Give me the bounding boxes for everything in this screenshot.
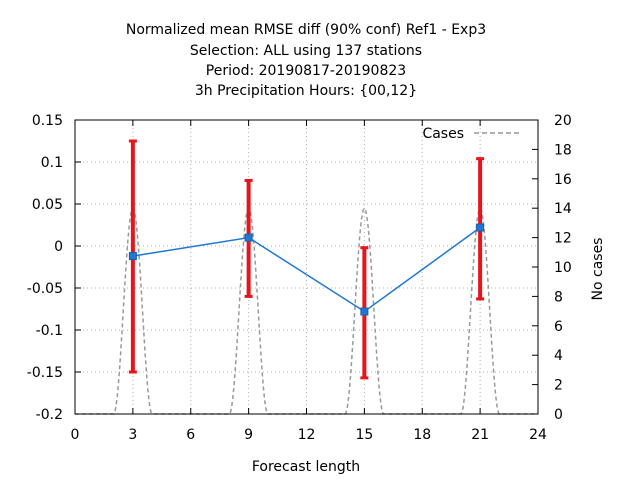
diff-point <box>128 252 137 261</box>
x-tick-label: 24 <box>529 427 547 443</box>
x-tick-label: 3 <box>128 427 137 443</box>
y-tick-label: -0.2 <box>36 407 63 423</box>
y-tick-label: 0.05 <box>32 197 63 213</box>
y-tick-label: 0.1 <box>41 155 63 171</box>
diff-point <box>360 307 369 316</box>
x-tick-label: 12 <box>298 427 316 443</box>
y2-tick-label: 0 <box>554 407 563 423</box>
chart-title-line-1: Normalized mean RMSE diff (90% conf) Ref… <box>126 22 486 38</box>
y2-tick-label: 20 <box>554 113 572 129</box>
legend: Cases <box>422 126 522 142</box>
y-tick-label: 0 <box>54 239 63 255</box>
y2-tick-label: 6 <box>554 319 563 335</box>
legend-label-cases: Cases <box>422 126 464 142</box>
cases-line <box>75 206 538 415</box>
grid <box>75 120 538 414</box>
diff-point <box>476 223 485 232</box>
cases-series <box>75 206 538 415</box>
axis-ticks: 0 3 6 9 12 15 18 21 24-0.2-0.15-0.1-0.0500.050.1… <box>27 113 572 443</box>
y2-tick-label: 16 <box>554 172 572 188</box>
y2-tick-label: 12 <box>554 231 572 247</box>
diff-series <box>132 226 481 313</box>
x-tick-label: 21 <box>471 427 489 443</box>
x-axis-label: Forecast length <box>252 459 360 475</box>
diff-line <box>132 226 481 313</box>
y2-tick-label: 18 <box>554 142 572 158</box>
y-tick-label: -0.1 <box>36 323 63 339</box>
y2-tick-label: 4 <box>554 348 563 364</box>
chart-title-line-2: Selection: ALL using 137 stations <box>190 43 422 59</box>
y2-tick-label: 8 <box>554 289 563 305</box>
y-tick-label: 0.15 <box>32 113 63 129</box>
y-tick-label: -0.05 <box>27 281 63 297</box>
y2-tick-label: 2 <box>554 378 563 394</box>
x-tick-label: 18 <box>413 427 431 443</box>
x-tick-label: 6 <box>186 427 195 443</box>
chart-title-line-3: Period: 20190817-20190823 <box>206 63 406 79</box>
diff-markers <box>128 223 485 316</box>
y-tick-label: -0.15 <box>27 365 63 381</box>
x-tick-label: 9 <box>244 427 253 443</box>
y2-axis-label: No cases <box>590 238 606 301</box>
chart-title: Normalized mean RMSE diff (90% conf) Ref… <box>126 22 486 99</box>
diff-point <box>244 233 253 242</box>
chart-title-line-4: 3h Precipitation Hours: {00,12} <box>195 83 417 99</box>
x-tick-label: 15 <box>355 427 373 443</box>
y2-tick-label: 14 <box>554 201 572 217</box>
y2-tick-label: 10 <box>554 260 572 276</box>
x-tick-label: 0 <box>71 427 80 443</box>
